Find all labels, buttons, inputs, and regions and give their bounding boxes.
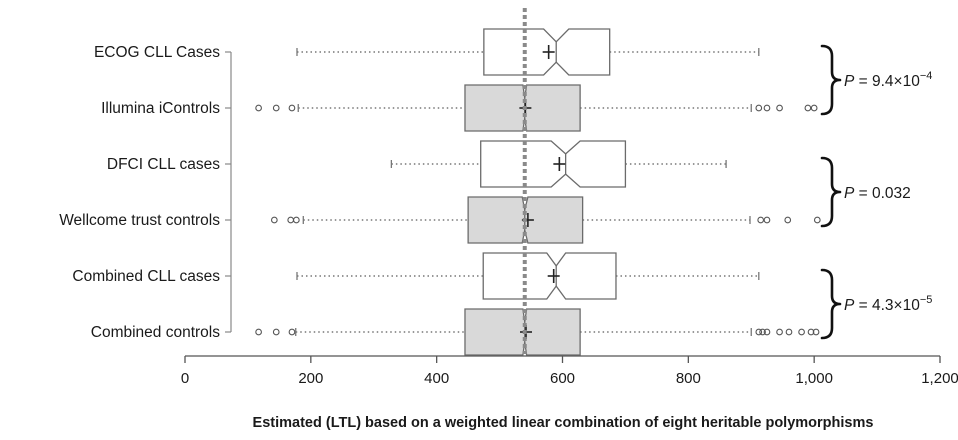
category-label: Wellcome trust controls xyxy=(59,212,220,229)
box-rows: ECOG CLL Cases Illumina iControls DFCI CLL… xyxy=(59,28,821,356)
comparison-bracket xyxy=(820,156,842,228)
box-row: Combined CLL cases xyxy=(72,252,760,300)
outlier-point xyxy=(288,104,296,112)
box-row: Illumina iControls xyxy=(101,84,818,132)
outlier-point xyxy=(757,216,765,224)
outlier-point xyxy=(255,328,262,336)
p-value-text: = 0.032 xyxy=(854,185,910,202)
outlier-point xyxy=(755,104,763,112)
outlier-point xyxy=(270,216,278,224)
p-value-label: P = 0.032 xyxy=(844,185,911,202)
outlier-point xyxy=(272,104,280,112)
outlier-point xyxy=(785,328,793,336)
p-value-bracket-group: P = 0.032 xyxy=(820,156,911,228)
x-tick-label: 800 xyxy=(676,370,701,387)
outlier-point xyxy=(759,328,766,336)
outlier-point xyxy=(272,328,280,336)
p-symbol: P xyxy=(844,73,855,90)
outlier-point xyxy=(755,328,763,336)
x-axis: 0 200 400 600 800 1,000 1,200 xyxy=(181,52,958,387)
x-tick-label: 200 xyxy=(298,370,323,387)
outlier-point xyxy=(810,104,818,112)
p-value-label: P = 4.3×10−5 xyxy=(844,294,932,314)
box-row: Wellcome trust controls xyxy=(59,196,821,244)
p-symbol: P xyxy=(844,185,855,202)
x-tick-label: 600 xyxy=(550,370,575,387)
comparison-bracket xyxy=(820,44,842,116)
category-label: Combined CLL cases xyxy=(72,268,220,285)
p-value-text: = 4.3×10 xyxy=(854,297,920,314)
outlier-point xyxy=(287,216,295,224)
p-value-bracket-group: P = 4.3×10−5 xyxy=(820,268,932,340)
outlier-point xyxy=(763,216,771,224)
box-row: ECOG CLL Cases xyxy=(94,28,760,76)
outlier-point xyxy=(813,216,821,224)
p-value-exponent: −4 xyxy=(920,70,933,82)
outlier-point xyxy=(798,328,805,336)
outlier-point xyxy=(776,328,783,336)
outlier-point xyxy=(784,216,792,224)
outlier-point xyxy=(812,328,820,336)
box-row: DFCI CLL cases xyxy=(107,140,727,188)
outlier-point xyxy=(288,328,296,336)
category-label: DFCI CLL cases xyxy=(107,156,220,173)
p-symbol: P xyxy=(844,297,855,314)
category-label: Combined controls xyxy=(91,324,220,341)
box-row: Combined controls xyxy=(91,308,820,356)
x-tick-label: 400 xyxy=(424,370,449,387)
p-value-bracket-group: P = 9.4×10−4 xyxy=(820,44,932,116)
notched-box xyxy=(480,140,627,188)
category-label: Illumina iControls xyxy=(101,100,220,117)
p-value-text: = 9.4×10 xyxy=(854,73,920,90)
x-axis-label: Estimated (LTL) based on a weighted line… xyxy=(253,415,874,431)
comparison-bracket xyxy=(820,268,842,340)
x-tick-label: 1,000 xyxy=(795,370,833,387)
x-tick-label: 0 xyxy=(181,370,189,387)
x-tick-label: 1,200 xyxy=(921,370,958,387)
outlier-point xyxy=(763,104,771,112)
outlier-point xyxy=(807,328,815,336)
outlier-point xyxy=(804,104,812,112)
p-value-label: P = 9.4×10−4 xyxy=(844,70,932,90)
outlier-point xyxy=(763,328,771,336)
p-value-exponent: −5 xyxy=(920,294,933,306)
outlier-point xyxy=(293,216,300,224)
outlier-point xyxy=(255,104,262,112)
outlier-point xyxy=(776,104,783,112)
category-label: ECOG CLL Cases xyxy=(94,44,220,61)
